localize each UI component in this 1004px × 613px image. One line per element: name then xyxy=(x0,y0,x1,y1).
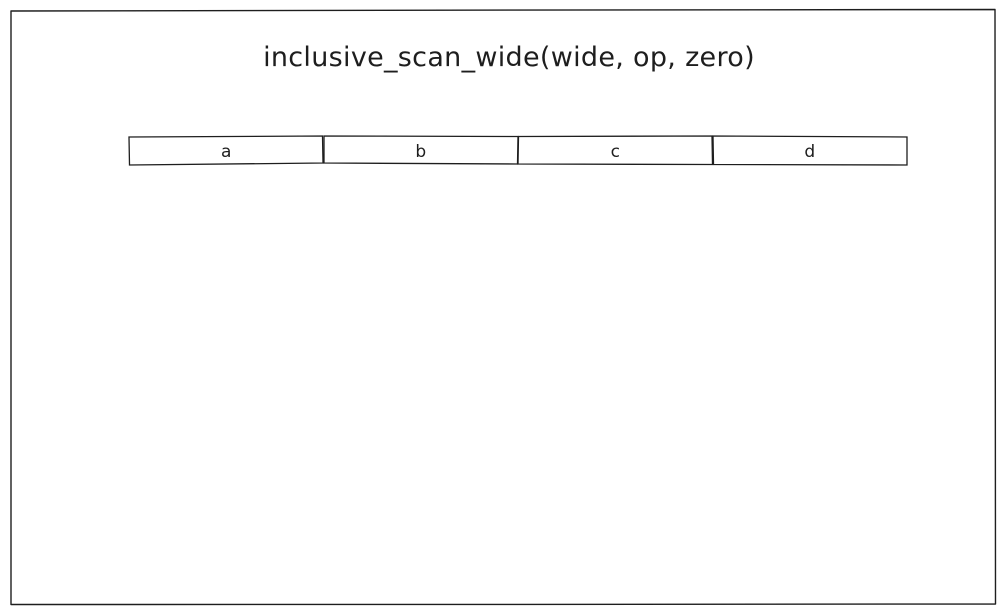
lane-cell-b: b xyxy=(322,135,519,165)
lane-label: d xyxy=(804,142,816,162)
lane-label: b xyxy=(415,142,427,162)
wide-register: a b c d xyxy=(128,135,908,166)
diagram-title: inclusive_scan_wide(wide, op, zero) xyxy=(263,42,755,73)
lane-label: c xyxy=(610,142,620,162)
lane-label: a xyxy=(221,142,232,162)
lane-cell-c: c xyxy=(517,135,714,166)
lane-cell-border xyxy=(322,135,519,165)
lane-cell-d: d xyxy=(711,135,908,166)
lane-cell-border xyxy=(711,135,908,166)
lane-cell-a: a xyxy=(128,135,324,166)
